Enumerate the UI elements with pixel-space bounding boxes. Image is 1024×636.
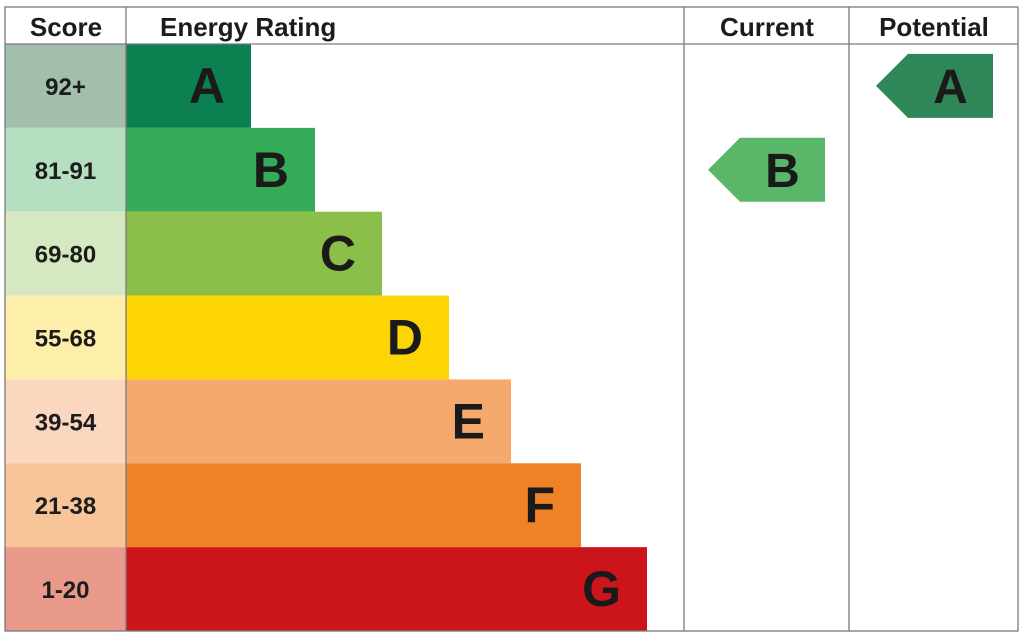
score-cell-a: [5, 44, 126, 128]
score-range-d: 55-68: [35, 325, 96, 352]
potential-arrow: [876, 53, 993, 118]
table-border: [4, 6, 1019, 632]
current-rating-letter: B: [765, 145, 800, 198]
score-cell-c: [5, 211, 126, 296]
band-bar-b: [126, 127, 315, 212]
band-letter-f: F: [524, 477, 555, 533]
band-letter-c: C: [320, 226, 356, 282]
energy-rating-header: Energy Rating: [160, 12, 336, 42]
score-range-c: 69-80: [35, 242, 96, 269]
band-letter-g: G: [582, 561, 621, 617]
rating-bands: 92+ A 81-91 B 69-80 C 55-68 D 39-54 E 21-38 F 1-20 G: [5, 44, 647, 631]
rating-indicators: BA: [708, 53, 993, 202]
score-cell-d: [5, 295, 126, 380]
band-letter-e: E: [452, 393, 485, 449]
band-bar-e: [126, 379, 511, 464]
score-range-e: 39-54: [35, 409, 97, 436]
table-grid: [4, 6, 1019, 632]
score-range-g: 1-20: [41, 577, 89, 604]
band-letter-d: D: [387, 309, 423, 365]
current-arrow: [708, 137, 825, 202]
score-cell-b: [5, 127, 126, 212]
band-bar-a: [126, 44, 251, 128]
band-letter-b: B: [253, 142, 289, 198]
band-bar-f: [126, 463, 581, 548]
score-cell-f: [5, 463, 126, 548]
score-range-f: 21-38: [35, 493, 96, 520]
band-letter-a: A: [189, 58, 225, 114]
current-header: Current: [720, 12, 814, 42]
score-header: Score: [30, 12, 102, 42]
potential-rating-letter: A: [933, 61, 968, 114]
score-range-b: 81-91: [35, 158, 96, 185]
band-bar-c: [126, 211, 382, 296]
band-bar-g: [126, 547, 647, 631]
score-cell-e: [5, 379, 126, 464]
score-cell-g: [5, 547, 126, 631]
potential-header: Potential: [879, 12, 989, 42]
score-range-a: 92+: [45, 74, 86, 101]
band-bar-d: [126, 295, 449, 380]
